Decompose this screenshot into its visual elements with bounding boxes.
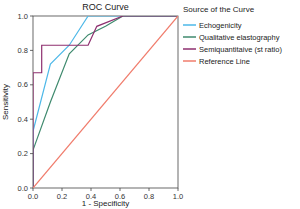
plot-frame <box>33 16 178 188</box>
title: ROC Curve <box>82 2 129 12</box>
legend-swatch <box>183 48 196 50</box>
x-tick <box>91 188 92 191</box>
roc-line <box>33 16 178 188</box>
x-tick-label: 1.0 <box>173 192 183 201</box>
legend-swatch <box>183 60 196 62</box>
chart: ROC Curve0.00.20.40.60.81.00.00.20.40.60… <box>0 0 300 209</box>
x-tick <box>33 188 34 191</box>
y-axis-label: Sensitivity <box>1 84 10 120</box>
x-tick-label: 0.2 <box>57 192 67 201</box>
series-group <box>33 16 178 188</box>
y-tick <box>30 84 33 85</box>
y-tick <box>30 153 33 154</box>
x-tick <box>62 188 63 191</box>
y-tick-label: 0.8 <box>18 46 28 55</box>
y-tick-label: 0.4 <box>18 115 28 124</box>
x-axis-label: 1 - Specificity <box>82 199 130 208</box>
x-tick-label: 0.8 <box>144 192 154 201</box>
y-tick-label: 0.6 <box>18 80 28 89</box>
legend-label: Semiquantitaive (st ratio) <box>199 45 282 54</box>
legend-label: Echogenicity <box>199 21 242 30</box>
legend-swatch <box>183 24 196 26</box>
y-tick <box>30 16 33 17</box>
legend-title: Source of the Curve <box>183 5 255 14</box>
y-tick <box>30 119 33 120</box>
roc-line <box>33 16 178 188</box>
x-tick <box>149 188 150 191</box>
y-tick-label: 0.0 <box>18 184 28 193</box>
y-tick <box>30 188 33 189</box>
roc-line <box>33 16 178 188</box>
legend-label: Qualitative elastography <box>199 33 280 42</box>
x-tick <box>120 188 121 191</box>
x-tick-label: 0.0 <box>28 192 38 201</box>
y-tick-label: 0.2 <box>18 149 28 158</box>
legend-label: Reference Line <box>199 57 250 66</box>
y-tick <box>30 50 33 51</box>
legend-swatch <box>183 36 196 38</box>
roc-line <box>33 16 178 188</box>
y-tick-label: 1.0 <box>18 12 28 21</box>
x-tick <box>178 188 179 191</box>
